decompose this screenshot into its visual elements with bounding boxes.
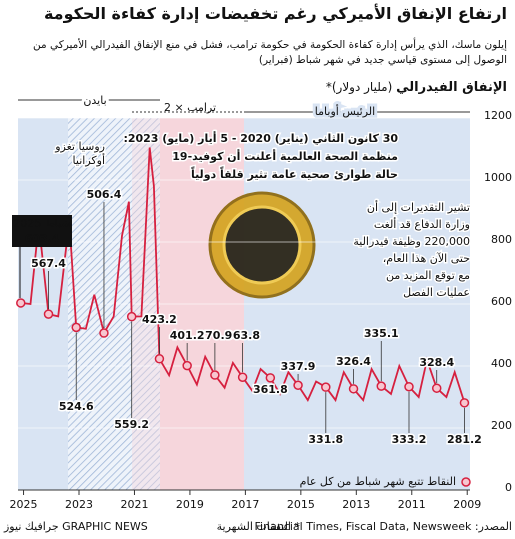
data-label: 281.2 [447, 433, 482, 446]
feb-point [321, 382, 331, 392]
data-label: 335.1 [364, 327, 399, 340]
data-label: 328.4 [419, 356, 454, 369]
period-label: ترامب × 2 [164, 101, 216, 114]
annotation: مع توقع المزيد من [386, 269, 470, 282]
feb-point [16, 298, 26, 308]
period-label: الرئيس أوباما [315, 104, 375, 118]
data-label: 363.8 [225, 329, 260, 342]
feb-point [459, 398, 470, 408]
annotation: أوكرانيا [73, 153, 105, 167]
feb-point [348, 384, 359, 394]
feb-point [265, 373, 276, 383]
x-tick-label: 2009 [453, 498, 481, 511]
feb-point [99, 328, 109, 338]
legend-marker [461, 477, 471, 487]
data-label: 337.9 [281, 360, 316, 373]
data-label: 326.4 [336, 355, 371, 368]
y-tick-label: 0 [505, 481, 512, 494]
feb-point [404, 381, 414, 392]
annotation: 30 كانون الثاني (يناير) 2020 - 5 أيار (م… [123, 131, 398, 145]
feb-point [210, 370, 220, 380]
annotation: عمليات الفصل [403, 286, 470, 299]
data-label: 524.6 [59, 400, 94, 413]
x-tick-label: 2025 [10, 498, 38, 511]
period-label: بايدن [83, 94, 106, 107]
callout-label: شباط 2025 [13, 217, 71, 230]
data-label: 361.8 [253, 383, 288, 396]
feb-point [182, 360, 192, 371]
monthly-line [20, 147, 466, 404]
credit: جرافيك نيوز GRAPHIC NEWS [3, 520, 148, 533]
x-tick-label: 2015 [287, 498, 315, 511]
x-tick-label: 2021 [120, 498, 148, 511]
annotation: حالة طوارئ صحية عامة تثير قلقاً دولياً [191, 166, 398, 181]
x-tick-label: 2013 [342, 498, 370, 511]
data-label: 333.2 [392, 433, 427, 446]
data-label: 559.2 [114, 418, 149, 431]
annotation: روسيا تغزو [54, 140, 105, 153]
feb-point [237, 372, 248, 382]
data-label: 401.2 [170, 329, 205, 342]
y-tick-label: 800 [491, 233, 512, 246]
data-label: 506.4 [87, 188, 122, 201]
y-tick-label: 600 [491, 295, 512, 308]
subtitle: إيلون ماسك، الذي يرأس إدارة كفاءة الحكوم… [33, 39, 507, 66]
y-axis-label: الإنفاق الفيدرالي (مليار دولار)* [326, 80, 507, 95]
y-unit: (مليار دولار)* [325, 80, 393, 94]
annotation: وزارة الدفاع قد ألغت [374, 217, 470, 231]
y-label: الإنفاق الفيدرالي [396, 80, 507, 95]
y-tick-label: 200 [491, 419, 512, 432]
annotation: حتى الآن هذا العام، [383, 252, 470, 265]
y-tick-label: 400 [491, 357, 512, 370]
feb-point [376, 381, 387, 391]
y-tick-label: 1200 [484, 109, 512, 122]
feb-point [154, 354, 165, 364]
callout-box [12, 215, 72, 247]
note: * النفقات الشهرية [217, 520, 301, 533]
y-tick-label: 1000 [484, 171, 512, 184]
feb-point [126, 311, 137, 322]
data-label: 603.4 [25, 232, 60, 245]
feb-point [71, 322, 81, 333]
source: المصدر: Financial Times, Fiscal Data, Ne… [255, 520, 512, 533]
x-tick-label: 2017 [231, 498, 259, 511]
feb-point [431, 383, 442, 393]
x-tick-label: 2019 [176, 498, 204, 511]
feb-point [293, 380, 303, 391]
feb-point [43, 309, 54, 319]
data-label: 567.4 [31, 257, 66, 270]
title: ارتفاع الإنفاق الأميركي رغم تخفيضات إدار… [43, 4, 507, 23]
annotation: تشير التقديرات إلى أن [367, 200, 470, 214]
annotation: 220,000 وظيفة فيدرالية [353, 235, 470, 248]
data-label: 331.8 [308, 433, 343, 446]
data-label: 370.9 [197, 329, 232, 342]
coin-icon [222, 205, 302, 285]
legend-label: النقاط تتبع شهر شباط من كل عام [300, 475, 456, 488]
data-label: 423.2 [142, 313, 177, 326]
annotation: منظمة الصحة العالمية أعلنت أن كوفيد-19 [172, 149, 398, 163]
x-tick-label: 2011 [398, 498, 426, 511]
x-tick-label: 2023 [65, 498, 93, 511]
